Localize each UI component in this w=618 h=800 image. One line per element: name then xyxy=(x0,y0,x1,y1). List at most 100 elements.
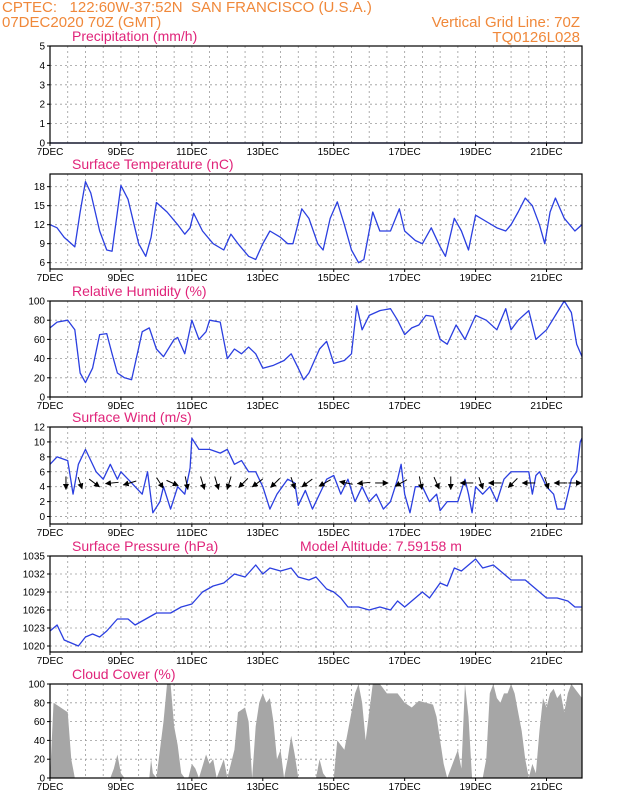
precipitation-mm-h-xtick-label: 11DEC xyxy=(176,147,208,158)
surface-temperature-nc-xtick-label: 17DEC xyxy=(389,273,421,284)
surface-pressure-hpa-xtick-label: 21DEC xyxy=(530,656,562,667)
cloud-cover-xtick-label: 15DEC xyxy=(318,782,350,793)
surface-pressure-hpa-ytick-label: 1029 xyxy=(23,588,46,599)
wind-vector xyxy=(356,480,371,487)
surface-wind-m-s-ytick-label: 6 xyxy=(39,467,45,478)
wind-vector xyxy=(251,478,263,488)
wind-vector xyxy=(166,479,179,487)
surface-wind-m-s-xtick-label: 7DEC xyxy=(37,528,64,539)
surface-wind-m-s-xtick-label: 21DEC xyxy=(530,528,562,539)
surface-wind-m-s-ytick-label: 0 xyxy=(39,512,45,523)
surface-pressure-hpa-xtick-label: 17DEC xyxy=(389,656,421,667)
header-grid-note: Vertical Grid Line: 70Z xyxy=(431,14,580,31)
surface-pressure-hpa-xtick-label: 7DEC xyxy=(37,656,64,667)
cloud-cover-xtick-label: 13DEC xyxy=(247,782,279,793)
cloud-cover-xtick-label: 21DEC xyxy=(530,782,562,793)
surface-wind-m-s-xtick-label: 13DEC xyxy=(247,528,279,539)
surface-temperature-nc-ytick-label: 15 xyxy=(34,201,46,212)
wind-vector xyxy=(433,476,440,490)
wind-vector xyxy=(88,478,101,488)
relative-humidity-xtick-label: 21DEC xyxy=(530,401,562,412)
wind-vector xyxy=(478,476,485,490)
wind-vector xyxy=(225,476,232,491)
wind-vector xyxy=(104,480,119,487)
relative-humidity-xtick-label: 11DEC xyxy=(176,401,208,412)
surface-temperature-nc-ytick-label: 12 xyxy=(34,220,46,231)
precipitation-mm-h-frame xyxy=(49,45,583,144)
relative-humidity-xtick-label: 19DEC xyxy=(459,401,491,412)
cloud-cover-ytick-label: 100 xyxy=(28,680,45,691)
relative-humidity-title: Relative Humidity (%) xyxy=(72,283,207,299)
surface-temperature-nc-title: Surface Temperature (nC) xyxy=(72,156,234,172)
cloud-cover-xtick-label: 7DEC xyxy=(37,782,64,793)
wind-vector xyxy=(183,476,190,491)
relative-humidity-xtick-label: 13DEC xyxy=(247,401,279,412)
precipitation-mm-h-ytick-label: 4 xyxy=(39,61,45,72)
surface-temperature-nc-xtick-label: 13DEC xyxy=(247,273,279,284)
surface-temperature-nc-ytick-label: 18 xyxy=(34,182,46,193)
surface-pressure-hpa-title: Surface Pressure (hPa) xyxy=(72,538,218,554)
surface-wind-m-s-ytick-label: 4 xyxy=(39,482,45,493)
surface-temperature-nc-panel: 6 9 12 15 18 7DEC 9DEC 11DEC 13DEC 15DEC 17DEC 19DE… xyxy=(34,156,583,284)
surface-wind-m-s-xtick-label: 11DEC xyxy=(176,528,208,539)
cloud-cover-panel: 0 20 40 60 80 100 7DEC 9DEC 11DEC 13DEC 15DEC 17DEC… xyxy=(28,666,583,793)
cloud-cover-ytick-label: 20 xyxy=(34,755,46,766)
cloud-cover-ytick-label: 0 xyxy=(39,774,45,785)
surface-temperature-nc-ytick-label: 6 xyxy=(39,258,45,269)
wind-vector xyxy=(122,480,137,487)
cloud-cover-xtick-label: 11DEC xyxy=(176,782,208,793)
surface-pressure-hpa-line xyxy=(49,558,582,647)
wind-vector xyxy=(417,476,424,491)
relative-humidity-panel: 0 20 40 60 80 100 7DEC 9DEC 11DEC 13DEC 15DEC 17DEC… xyxy=(28,283,583,412)
wind-vector xyxy=(214,476,220,491)
precipitation-mm-h-xtick-label: 17DEC xyxy=(389,147,421,158)
surface-wind-m-s-xtick-label: 15DEC xyxy=(318,528,350,539)
surface-temperature-nc-xtick-label: 15DEC xyxy=(318,273,350,284)
surface-wind-m-s-xtick-label: 17DEC xyxy=(389,528,421,539)
relative-humidity-xtick-label: 17DEC xyxy=(389,401,421,412)
precipitation-mm-h-xtick-label: 9DEC xyxy=(108,147,135,158)
precipitation-mm-h-ytick-label: 3 xyxy=(39,80,45,91)
cloud-cover-ytick-label: 60 xyxy=(34,717,46,728)
surface-temperature-nc-xtick-label: 19DEC xyxy=(459,273,491,284)
surface-temperature-nc-ytick-label: 9 xyxy=(39,239,45,250)
surface-pressure-hpa-xtick-label: 9DEC xyxy=(108,656,135,667)
surface-temperature-nc-frame xyxy=(49,173,583,270)
wind-vector xyxy=(318,479,331,487)
precipitation-mm-h-xtick-label: 13DEC xyxy=(247,147,279,158)
header-date: 07DEC2020 70Z (GMT) xyxy=(2,14,162,31)
surface-pressure-hpa-xtick-label: 13DEC xyxy=(247,656,279,667)
surface-wind-m-s-xtick-label: 9DEC xyxy=(108,528,135,539)
precipitation-mm-h-ytick-label: 1 xyxy=(39,119,45,130)
surface-wind-m-s-ytick-label: 2 xyxy=(39,497,45,508)
surface-temperature-nc-line xyxy=(49,180,583,264)
precipitation-mm-h-xtick-label: 19DEC xyxy=(459,147,491,158)
surface-pressure-hpa-xtick-label: 11DEC xyxy=(176,656,208,667)
wind-vector xyxy=(156,477,164,489)
precipitation-mm-h-panel: 0 1 2 3 4 5 7DEC 9DEC 11DEC 13DEC 15DEC 17DEC 19DEC 2… xyxy=(37,28,583,158)
wind-vector xyxy=(394,479,408,487)
surface-temperature-nc-xtick-label: 11DEC xyxy=(176,273,208,284)
surface-pressure-hpa-frame xyxy=(49,555,583,653)
surface-wind-m-s-frame xyxy=(49,426,583,525)
surface-pressure-hpa-panel: 1020 1023 1026 1029 1032 1035 7DEC 9DEC 11DEC 13D… xyxy=(23,538,583,667)
surface-wind-m-s-panel: 0 2 4 6 8 10 12 7DEC 9DEC 11DEC 13DEC 15DEC 17DEC 19D… xyxy=(34,409,583,539)
relative-humidity-xtick-label: 7DEC xyxy=(37,401,64,412)
wind-vector xyxy=(507,478,518,488)
precipitation-mm-h-ytick-label: 5 xyxy=(39,42,45,53)
surface-pressure-hpa-ytick-label: 1023 xyxy=(23,624,46,635)
cloud-cover-xtick-label: 9DEC xyxy=(108,782,135,793)
cloud-cover-xtick-label: 19DEC xyxy=(459,782,491,793)
relative-humidity-frame xyxy=(49,300,583,398)
cloud-cover-title: Cloud Cover (%) xyxy=(72,666,175,682)
relative-humidity-ytick-label: 40 xyxy=(34,354,46,365)
surface-temperature-nc-xtick-label: 21DEC xyxy=(530,273,562,284)
model-altitude-label: Model Altitude: 7.59158 m xyxy=(300,538,462,554)
surface-wind-m-s-ytick-label: 10 xyxy=(34,437,46,448)
precipitation-mm-h-title: Precipitation (mm/h) xyxy=(72,28,197,44)
surface-pressure-hpa-xtick-label: 19DEC xyxy=(459,656,491,667)
precipitation-mm-h-xtick-label: 7DEC xyxy=(37,147,64,158)
surface-pressure-hpa-ytick-label: 1032 xyxy=(23,570,46,581)
surface-pressure-hpa-xtick-label: 15DEC xyxy=(318,656,350,667)
